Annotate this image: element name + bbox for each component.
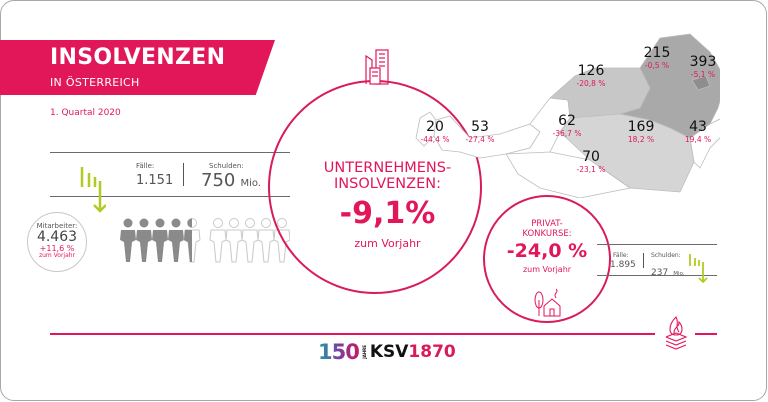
people-icons xyxy=(120,218,290,263)
privat-title: PRIVAT- KONKURSE: xyxy=(488,219,606,239)
logo-ksv: KSV xyxy=(369,342,409,362)
region-change: 19,4 % xyxy=(684,135,712,144)
map-label-tirol: 53 -27,4 % xyxy=(455,119,505,145)
mitarbeiter-label: Mitarbeiter: xyxy=(36,222,78,230)
privat-schulden-unit: Mio. xyxy=(673,271,685,277)
region-change: -0,5 % xyxy=(644,61,670,70)
region-change: -36,7 % xyxy=(552,129,582,138)
unternehmen-change-label: zum Vorjahr xyxy=(354,237,421,250)
region-value: 20 xyxy=(426,119,444,135)
map-label-vorarlberg: 20 -44,4 % xyxy=(410,119,460,145)
region-steiermark xyxy=(559,113,695,193)
privat-title-line1: PRIVAT- xyxy=(531,219,563,229)
mitarbeiter-value: 4.463 xyxy=(36,229,78,245)
map-label-kaernten: 70 -23,1 % xyxy=(566,149,616,175)
page-subtitle: IN ÖSTERREICH xyxy=(50,76,140,89)
map-label-niederoesterreich: 215 -0,5 % xyxy=(632,45,682,71)
region-change: -23,1 % xyxy=(576,165,606,174)
privat-schulden-value: 237 xyxy=(651,268,669,278)
map-label-salzburg: 62 -36,7 % xyxy=(542,113,592,139)
region-value: 53 xyxy=(471,119,489,135)
region-value: 169 xyxy=(627,119,655,135)
footer-divider xyxy=(50,333,655,335)
region-change: -20,8 % xyxy=(576,79,606,88)
map-label-wien: 393 -5,1 % xyxy=(678,54,728,80)
region-value: 62 xyxy=(558,113,576,129)
privat-change-label: zum Vorjahr xyxy=(522,265,572,274)
decrease-arrow-icon xyxy=(689,254,708,284)
title-banner xyxy=(0,40,275,95)
privat-schulden-label: Schulden: xyxy=(651,252,681,259)
decrease-arrow-icon xyxy=(80,167,106,213)
region-change: 18,2 % xyxy=(627,135,655,144)
unternehmen-title-line2: INSOLVENZEN: xyxy=(334,176,441,192)
region-burgenland xyxy=(689,118,720,169)
mitarbeiter-change: +11,6 % xyxy=(39,244,75,253)
mitarbeiter-badge: Mitarbeiter: 4.463 +11,6 % zum Vorjahr xyxy=(27,212,87,272)
schulden-group: 750 Mio. xyxy=(201,170,261,191)
mitarbeiter-change-label: zum Vorjahr xyxy=(38,252,76,259)
faelle-label: Fälle: xyxy=(136,162,155,170)
separator xyxy=(183,163,184,186)
divider xyxy=(50,196,290,197)
divider xyxy=(597,275,717,276)
divider xyxy=(597,244,717,245)
logo-150: 150 xyxy=(318,340,360,364)
privat-faelle-label: Fälle: xyxy=(613,252,629,259)
schulden-label: Schulden: xyxy=(209,162,244,170)
period-label: 1. Quartal 2020 xyxy=(50,108,121,118)
map-label-burgenland: 43 19,4 % xyxy=(673,119,723,145)
footer-divider xyxy=(695,333,717,335)
faelle-value: 1.151 xyxy=(136,173,174,188)
separator xyxy=(643,253,644,268)
page-title: INSOLVENZEN xyxy=(50,45,226,70)
privat-schulden-group: 237 Mio. xyxy=(651,260,685,279)
region-wien xyxy=(691,75,711,91)
privat-title-line2: KONKURSE: xyxy=(522,229,572,239)
austria-map xyxy=(415,33,720,198)
map-label-oberoesterreich: 126 -20,8 % xyxy=(566,63,616,89)
house-tree-icon xyxy=(534,288,561,317)
divider xyxy=(50,152,290,153)
logo-jahre: JAHRE xyxy=(361,345,367,359)
privat-faelle-value: 1.895 xyxy=(610,260,636,270)
unternehmen-change: -9,1% xyxy=(339,196,436,231)
region-value: 393 xyxy=(689,54,717,70)
schulden-value: 750 xyxy=(201,170,236,191)
ksv-logo: 150 JAHRE KSV 1870 xyxy=(318,340,456,364)
region-change: -5,1 % xyxy=(690,70,716,79)
logo-year: 1870 xyxy=(408,342,456,362)
privat-change: -24,0 % xyxy=(506,240,588,262)
buildings-icon xyxy=(365,49,389,85)
region-change: -44,4 % xyxy=(420,135,450,144)
unternehmen-title: UNTERNEHMENS- INSOLVENZEN: xyxy=(300,160,475,192)
unternehmen-title-line1: UNTERNEHMENS- xyxy=(323,160,452,176)
region-value: 43 xyxy=(689,119,707,135)
schulden-unit: Mio. xyxy=(240,178,261,189)
privat-circle xyxy=(483,195,611,323)
region-value: 215 xyxy=(643,45,671,61)
map-label-steiermark: 169 18,2 % xyxy=(616,119,666,145)
region-value: 126 xyxy=(577,63,605,79)
fire-icon xyxy=(665,316,688,350)
region-value: 70 xyxy=(582,149,600,165)
region-change: -27,4 % xyxy=(465,135,495,144)
